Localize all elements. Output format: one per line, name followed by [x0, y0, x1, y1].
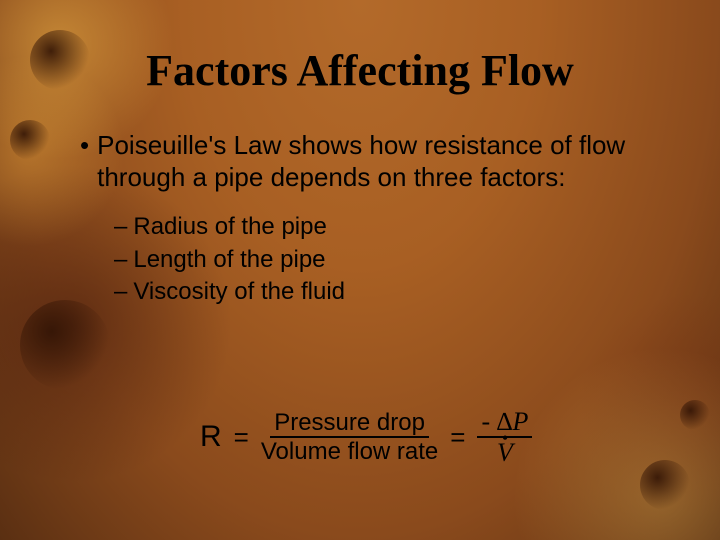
slide-title: Factors Affecting Flow	[0, 45, 720, 96]
sublist-item: – Viscosity of the fluid	[114, 276, 660, 308]
fraction-words-denominator: Volume flow rate	[261, 438, 438, 464]
fraction-words-numerator: Pressure drop	[270, 410, 429, 438]
fraction-symbols: - ∆P • V	[477, 408, 532, 467]
bullet-dot-icon: •	[80, 130, 89, 193]
slide-body: • Poiseuille's Law shows how resistance …	[80, 130, 660, 309]
sublist-item: – Radius of the pipe	[114, 211, 660, 243]
sublist-item: – Length of the pipe	[114, 244, 660, 276]
equation-r: R	[200, 420, 222, 454]
sublist: – Radius of the pipe – Length of the pip…	[114, 211, 660, 308]
bullet-main: • Poiseuille's Law shows how resistance …	[80, 130, 660, 193]
sublist-item-text: Viscosity of the fluid	[133, 276, 345, 308]
dash-icon: –	[114, 244, 127, 276]
fraction-words: Pressure drop Volume flow rate	[261, 410, 438, 464]
bullet-main-text: Poiseuille's Law shows how resistance of…	[97, 130, 660, 193]
slide: Factors Affecting Flow • Poiseuille's La…	[0, 0, 720, 540]
vdot-dot-icon: •	[502, 429, 508, 448]
dash-icon: –	[114, 276, 127, 308]
fraction-symbols-denominator: • V	[497, 438, 513, 466]
equals-sign: =	[232, 422, 251, 453]
sublist-item-text: Length of the pipe	[133, 244, 325, 276]
sublist-item-text: Radius of the pipe	[133, 211, 326, 243]
equation: R = Pressure drop Volume flow rate = - ∆…	[200, 408, 532, 467]
dash-icon: –	[114, 211, 127, 243]
equals-sign: =	[448, 422, 467, 453]
